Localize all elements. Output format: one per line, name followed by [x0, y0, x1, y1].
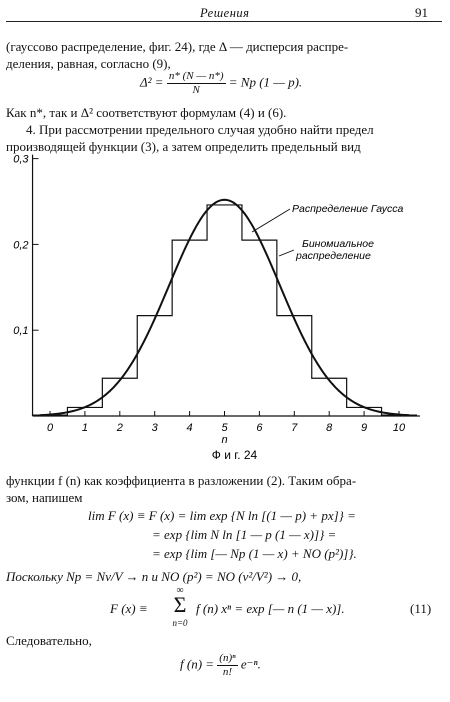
chart-labels: 0,3 0,2 0,1 0 1 2 3 4 5 6 7 8 9 10 n Ф и г. 24 Распредел… — [13, 154, 406, 462]
x-tick-label: 10 — [393, 422, 406, 434]
paragraph-line: Как n*, так и Δ² соответствуют формулам … — [6, 105, 287, 120]
paragraph-line: функции f (n) как коэффициента в разложе… — [6, 473, 357, 488]
equation-limit-line3: = exp {lim [— Np (1 — x) + NO (p²)]}. — [152, 546, 357, 561]
sum-upper: ∞ — [176, 585, 184, 596]
equation-limit-line2: = exp {lim N ln [1 — p (1 — x)]} = — [152, 527, 337, 542]
paragraph-line: 4. При рассмотрении предельного случая у… — [26, 122, 374, 137]
paragraph-line: Поскольку Np = Nv/V → n и NO (p²) = NO (… — [6, 569, 302, 584]
paragraph-line: деления, равная, согласно (9), — [6, 56, 171, 71]
x-tick-label: 4 — [187, 422, 193, 434]
x-tick-label: 7 — [291, 422, 298, 434]
paragraph-line: зом, напишем — [6, 490, 83, 505]
running-title: Решения — [200, 6, 250, 20]
x-tick-label: 6 — [256, 422, 263, 434]
figure-caption: Ф и г. 24 — [212, 448, 258, 462]
eq-numerator: n* (N — n*) — [166, 70, 226, 84]
equation-poisson: f (n) = (n)ⁿ n! e⁻ⁿ. — [180, 652, 261, 679]
equation-limit-line1: lim F (x) ≡ F (x) = lim exp {N ln [(1 — … — [88, 508, 356, 523]
gauss-curve-line — [39, 198, 410, 417]
page-header: Решения 91 — [0, 0, 450, 22]
eq-rhs: = Np (1 — p). — [228, 74, 303, 90]
gauss-curve — [39, 198, 410, 417]
y-tick-label: 0,2 — [13, 239, 28, 251]
eq-lhs: f (n) = — [180, 656, 215, 672]
chart-axes — [31, 154, 420, 417]
sum-sign: Σ — [173, 592, 187, 617]
equation-dispersion: Δ² = n* (N — n*) N = Np (1 — p). — [140, 70, 302, 97]
binomial-step-line — [31, 204, 418, 416]
x-tick-label: 5 — [221, 422, 228, 434]
distribution-chart: 0,3 0,2 0,1 0 1 2 3 4 5 6 7 8 9 10 n Ф и г. 24 Распредел… — [13, 154, 420, 462]
paragraph-line: производящей функции (3), а затем опреде… — [6, 139, 361, 154]
eq-rhs: e⁻ⁿ. — [240, 656, 261, 672]
x-tick-label: 3 — [152, 422, 159, 434]
eq-fraction: n* (N — n*) N — [166, 70, 226, 97]
eq-numerator: (n)ⁿ — [217, 652, 238, 666]
x-tick-label: 9 — [361, 422, 367, 434]
eq-denominator: N — [192, 84, 200, 96]
binomial-steps — [31, 204, 418, 416]
eq-lhs: Δ² = — [140, 74, 164, 90]
y-tick-label: 0,1 — [13, 325, 28, 337]
annotation-pointer — [278, 249, 295, 257]
y-tick-label: 0,3 — [13, 154, 29, 166]
annotation-binomial: Биномиальное — [302, 238, 374, 250]
annotation-binomial: распределение — [295, 250, 371, 262]
eq-fraction: (n)ⁿ n! — [217, 652, 238, 679]
equation-number: (11) — [410, 601, 432, 616]
x-tick-label: 2 — [116, 422, 123, 434]
x-tick-label: 8 — [326, 422, 333, 434]
paragraph-line: Следовательно, — [6, 633, 92, 648]
x-axis-label: n — [221, 434, 227, 446]
x-tick-label: 1 — [82, 422, 88, 434]
eq-denominator: n! — [222, 666, 233, 678]
annotation-gauss: Распределение Гаусса — [292, 203, 403, 215]
annotation-pointer — [251, 208, 291, 233]
sum-lower: n=0 — [172, 618, 188, 628]
header-rule — [6, 21, 442, 22]
page-number: 91 — [415, 5, 428, 20]
paragraph-line: (гауссово распределение, фиг. 24), где Δ… — [6, 39, 349, 54]
eq3-rhs: f (n) xⁿ = exp [— n (1 — x)]. — [196, 601, 345, 616]
x-tick-label: 0 — [47, 422, 54, 434]
eq3-lhs: F (x) ≡ — [110, 601, 148, 616]
